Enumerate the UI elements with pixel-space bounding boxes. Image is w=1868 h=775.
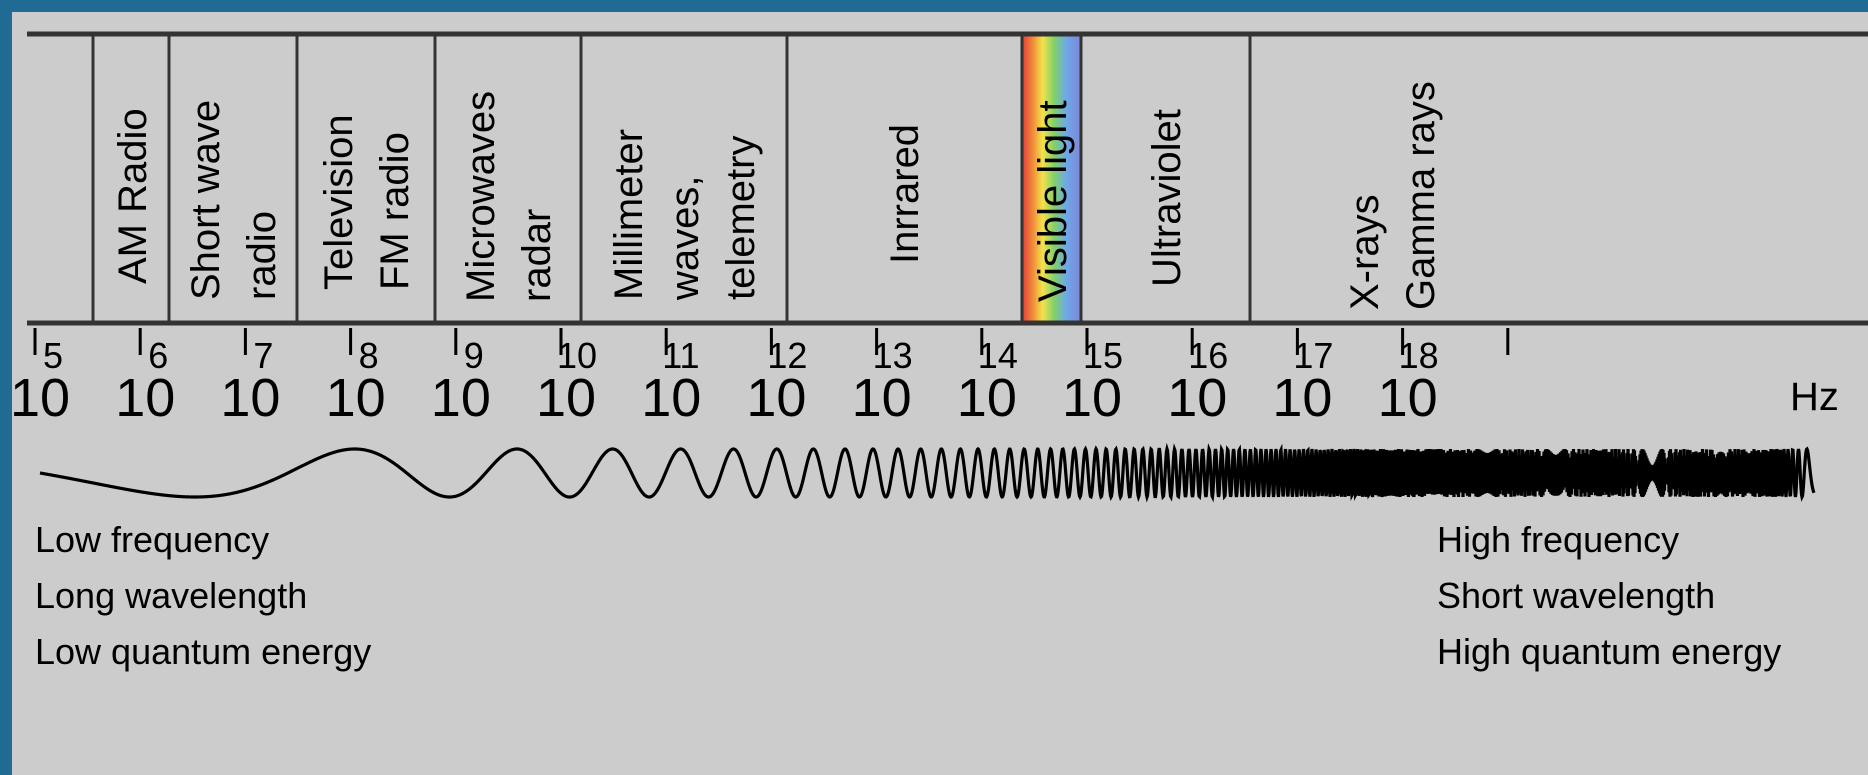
tick-exponent: 18 bbox=[1399, 335, 1439, 376]
tick-6: 106 bbox=[115, 328, 175, 428]
band-millimeter-waves-telemetry: Millimeter waves, telemetry bbox=[607, 129, 763, 301]
tick-base: 10 bbox=[12, 368, 70, 428]
tick-exponent: 17 bbox=[1293, 335, 1333, 376]
band-label-microwaves-radar-1: radar bbox=[515, 209, 559, 302]
band-microwaves-radar: Microwaves radar bbox=[459, 91, 559, 302]
wave-illustration bbox=[39, 442, 1816, 503]
tick-base: 10 bbox=[536, 368, 596, 428]
band-label-ultraviolet-0: Ultraviolet bbox=[1145, 109, 1189, 287]
tick-exponent: 7 bbox=[253, 335, 273, 376]
band-television-fm-radio: Television FM radio bbox=[317, 114, 417, 290]
band-label-x-rays-gamma-rays-1: Gamma rays bbox=[1399, 81, 1443, 310]
unit-label: Hz bbox=[1790, 375, 1839, 419]
tick-exponent: 11 bbox=[662, 335, 699, 376]
band-label-infrared-0: Inrrared bbox=[883, 124, 927, 264]
tick-base: 10 bbox=[431, 368, 491, 428]
frequency-ticks: 1051061071081091010101110121013101410151… bbox=[12, 328, 1510, 428]
band-label-television-fm-radio-0: Television bbox=[317, 114, 361, 290]
tick-base: 10 bbox=[1378, 368, 1438, 428]
left-note-1: Long wavelength bbox=[35, 575, 307, 616]
visible-light-swatch bbox=[1022, 35, 1081, 322]
tick-9: 109 bbox=[431, 328, 491, 428]
band-label-microwaves-radar-0: Microwaves bbox=[459, 91, 503, 302]
band-label-millimeter-waves-telemetry-0: Millimeter bbox=[607, 129, 651, 300]
tick-exponent: 12 bbox=[767, 335, 807, 376]
tick-exponent: 14 bbox=[978, 335, 1018, 376]
left-note-2: Low quantum energy bbox=[35, 631, 371, 672]
band-label-millimeter-waves-telemetry-1: waves, bbox=[663, 176, 707, 302]
band-label-short-wave-radio-1: radio bbox=[240, 211, 284, 300]
tick-5: 105 bbox=[12, 328, 70, 428]
tick-base: 10 bbox=[1272, 368, 1332, 428]
band-label-millimeter-waves-telemetry-2: telemetry bbox=[719, 136, 763, 301]
tick-exponent: 13 bbox=[873, 335, 913, 376]
tick-exponent: 15 bbox=[1083, 335, 1123, 376]
tick-exponent: 5 bbox=[43, 335, 63, 376]
tick-exponent: 6 bbox=[148, 335, 168, 376]
tick-base: 10 bbox=[746, 368, 806, 428]
band-visible-light: Visible light bbox=[1031, 100, 1075, 302]
right-note-2: High quantum energy bbox=[1437, 631, 1781, 672]
band-labels: AM Radio Short wave radio Television FM radi… bbox=[111, 81, 1443, 310]
tick-base: 10 bbox=[641, 368, 701, 428]
tick-8: 108 bbox=[326, 328, 386, 428]
band-infrared: Inrrared bbox=[883, 124, 927, 264]
band-dividers bbox=[91, 34, 1252, 323]
tick-base: 10 bbox=[220, 368, 280, 428]
band-short-wave-radio: Short wave radio bbox=[184, 100, 284, 300]
left-notes: Low frequency Long wavelength Low quantu… bbox=[35, 519, 371, 672]
tick-base: 10 bbox=[852, 368, 912, 428]
right-notes: High frequency Short wavelength High qua… bbox=[1437, 519, 1781, 672]
spectrum-svg: AM Radio Short wave radio Television FM radi… bbox=[12, 31, 1868, 672]
tick-base: 10 bbox=[1062, 368, 1122, 428]
tick-exponent: 9 bbox=[464, 335, 484, 376]
band-label-television-fm-radio-1: FM radio bbox=[373, 132, 417, 290]
tick-exponent: 8 bbox=[359, 335, 379, 376]
band-label-visible-light-0: Visible light bbox=[1031, 100, 1075, 302]
spectrum-diagram: AM Radio Short wave radio Television FM radi… bbox=[12, 12, 1868, 775]
tick-base: 10 bbox=[326, 368, 386, 428]
tick-base: 10 bbox=[1167, 368, 1227, 428]
left-note-0: Low frequency bbox=[35, 519, 269, 560]
tick-base: 10 bbox=[957, 368, 1017, 428]
right-note-1: Short wavelength bbox=[1437, 575, 1715, 616]
band-x-rays-gamma-rays: X-rays Gamma rays bbox=[1343, 81, 1443, 310]
band-label-am-radio-0: AM Radio bbox=[111, 108, 155, 284]
tick-exponent: 16 bbox=[1188, 335, 1228, 376]
band-am-radio: AM Radio bbox=[111, 108, 155, 284]
tick-base: 10 bbox=[115, 368, 175, 428]
tick-exponent: 10 bbox=[557, 335, 597, 376]
band-label-x-rays-gamma-rays-0: X-rays bbox=[1343, 194, 1387, 310]
band-ultraviolet: Ultraviolet bbox=[1145, 109, 1189, 287]
tick-7: 107 bbox=[220, 328, 280, 428]
right-note-0: High frequency bbox=[1437, 519, 1679, 560]
band-label-short-wave-radio-0: Short wave bbox=[184, 100, 228, 300]
